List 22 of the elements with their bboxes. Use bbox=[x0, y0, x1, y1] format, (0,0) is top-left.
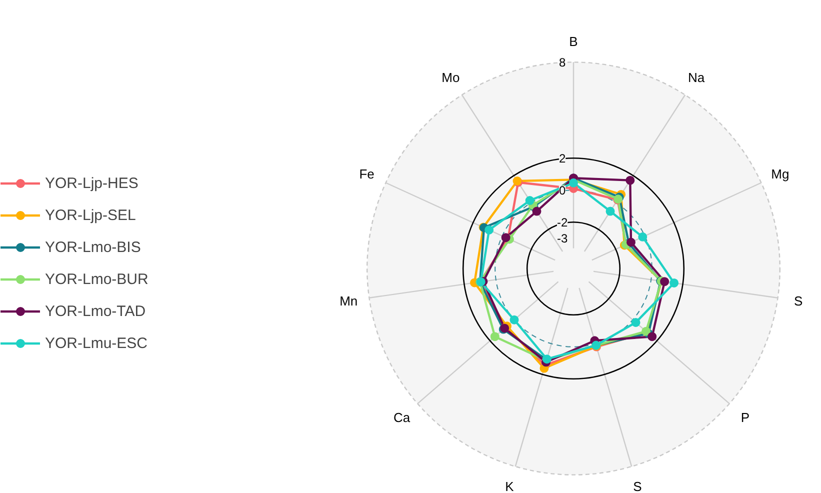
y-tick-label: -3 bbox=[556, 232, 568, 246]
spoke-label: Mo bbox=[442, 70, 460, 85]
spoke-label: Na bbox=[688, 70, 706, 85]
y-tick-label: 2 bbox=[558, 152, 566, 166]
legend-label: YOR-Lmo-TAD bbox=[45, 302, 146, 320]
spoke-label: Fe bbox=[359, 166, 374, 182]
legend-label: YOR-Ljp-HES bbox=[45, 174, 138, 192]
spoke-label: Ca bbox=[393, 410, 411, 425]
legend-label: YOR-Lmu-ESC bbox=[45, 334, 148, 352]
legend-label: YOR-Lmo-BIS bbox=[45, 238, 141, 256]
spoke-label: S bbox=[794, 293, 804, 308]
y-tick-label: 0 bbox=[558, 184, 566, 198]
spoke-label: K bbox=[505, 478, 514, 493]
spoke-label: B bbox=[569, 34, 578, 49]
spoke-label: Mg bbox=[771, 166, 790, 182]
legend-label: YOR-Lmo-BUR bbox=[45, 270, 148, 288]
spoke-label: Mn bbox=[340, 293, 358, 308]
spoke-label: S bbox=[633, 478, 642, 493]
legend-label: YOR-Ljp-SEL bbox=[45, 206, 136, 224]
y-tick-label: 8 bbox=[558, 56, 566, 70]
y-tick-label: -2 bbox=[556, 216, 568, 230]
spoke-label: P bbox=[740, 410, 750, 425]
